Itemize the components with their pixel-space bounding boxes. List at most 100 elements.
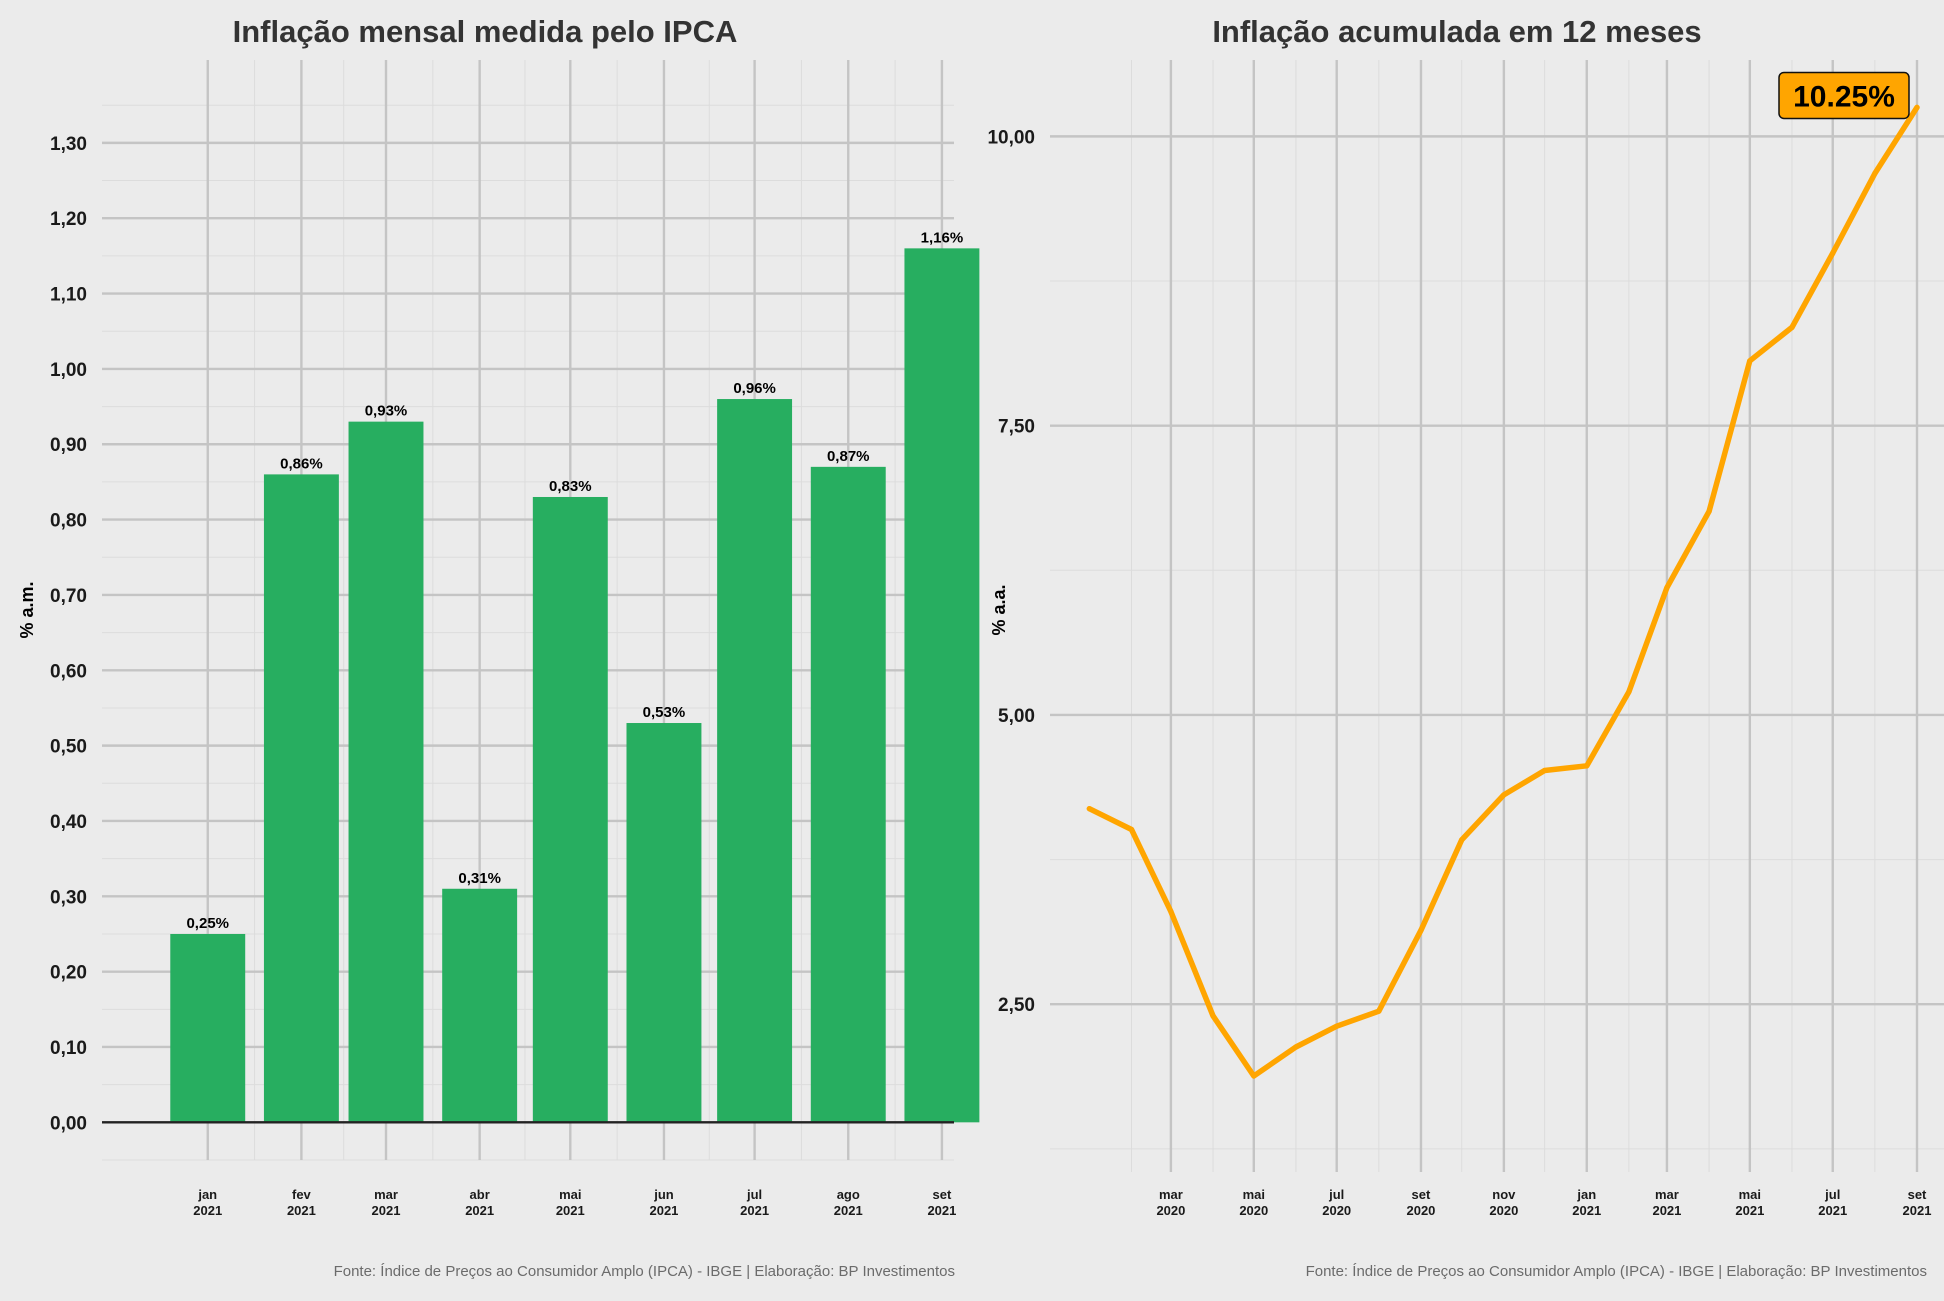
x-tick-label-month: jan — [197, 1187, 217, 1202]
bar-data-label: 0,53% — [643, 704, 686, 721]
y-tick-label: 7,50 — [998, 417, 1035, 438]
x-tick-label-year: 2021 — [465, 1203, 494, 1218]
bar — [348, 421, 424, 1123]
y-tick-label: 1,20 — [50, 209, 87, 230]
x-tick-label-month: jul — [1824, 1187, 1840, 1202]
bar-data-label: 0,96% — [733, 380, 776, 397]
line-point — [1501, 792, 1507, 798]
bar — [442, 888, 518, 1123]
x-tick-label-month: jun — [653, 1187, 674, 1202]
line-point — [1747, 358, 1753, 364]
line-point — [1830, 250, 1836, 256]
x-tick-label-month: jul — [746, 1187, 762, 1202]
x-tick-label-month: mai — [559, 1187, 581, 1202]
line-point — [1418, 927, 1424, 933]
line-point — [1128, 826, 1135, 833]
x-tick-label-year: 2021 — [1652, 1203, 1681, 1218]
bar-data-label: 0,87% — [827, 448, 870, 465]
bar — [532, 496, 608, 1123]
y-tick-label: 0,70 — [50, 586, 87, 607]
line-point — [1210, 1013, 1216, 1019]
y-tick-label: 1,10 — [50, 285, 87, 306]
x-tick-label-year: 2021 — [834, 1203, 863, 1218]
y-tick-label: 0,80 — [50, 511, 87, 532]
y-axis-title: % a.m. — [17, 581, 37, 638]
x-tick-label-year: 2021 — [193, 1203, 222, 1218]
line-point — [1626, 689, 1632, 695]
y-tick-label: 0,90 — [50, 435, 87, 456]
y-tick-label: 0,40 — [50, 812, 87, 833]
x-tick-label-year: 2020 — [1406, 1203, 1435, 1218]
x-tick-label-year: 2021 — [1572, 1203, 1601, 1218]
bar-data-label: 0,31% — [458, 870, 501, 887]
line-point — [1376, 1008, 1382, 1014]
x-tick-label-month: ago — [837, 1187, 860, 1202]
x-tick-label-month: set — [933, 1187, 952, 1202]
x-tick-label-year: 2021 — [287, 1203, 316, 1218]
line-point — [1168, 909, 1174, 915]
line-point — [1664, 585, 1670, 591]
y-tick-label: 10,00 — [987, 127, 1035, 148]
monthly-chart: Inflação mensal medida pelo IPCA 0,00 0,10… — [17, 14, 980, 1280]
bar — [263, 474, 339, 1123]
line-point — [1459, 837, 1465, 843]
line-point — [1086, 806, 1092, 812]
x-tick-label-year: 2021 — [927, 1203, 956, 1218]
x-tick-label-month: mar — [1655, 1187, 1679, 1202]
bar-data-label: 0,83% — [549, 478, 592, 495]
x-tick-label-year: 2020 — [1322, 1203, 1351, 1218]
x-tick-label-month: mai — [1739, 1187, 1761, 1202]
x-tick-label-month: jan — [1576, 1187, 1596, 1202]
x-tick-label-month: fev — [292, 1187, 312, 1202]
caption: Fonte: Índice de Preços ao Consumidor Am… — [334, 1263, 955, 1280]
x-tick-label-month: nov — [1492, 1187, 1516, 1202]
line-point — [1872, 170, 1878, 176]
bar — [810, 466, 886, 1123]
y-tick-label: 0,60 — [50, 661, 87, 682]
accumulated-chart: Inflação acumulada em 12 mesesmar2020mai… — [987, 14, 1944, 1280]
bar-data-label: 0,93% — [365, 403, 408, 420]
chart-title: Inflação mensal medida pelo IPCA — [233, 14, 738, 49]
line-point — [1334, 1023, 1340, 1029]
chart-title: Inflação acumulada em 12 meses — [1212, 14, 1701, 49]
line-point — [1293, 1044, 1299, 1050]
line-point — [1914, 104, 1920, 111]
y-tick-label: 0,00 — [50, 1113, 87, 1134]
annotation-box — [1778, 71, 1910, 120]
line-point — [1706, 508, 1712, 514]
y-tick-label: 1,30 — [50, 134, 87, 155]
x-tick-label-month: mar — [374, 1187, 398, 1202]
y-tick-label: 0,30 — [50, 887, 87, 908]
x-tick-label-year: 2021 — [649, 1203, 678, 1218]
x-tick-label-year: 2021 — [1735, 1203, 1764, 1218]
x-tick-label-month: mai — [1243, 1187, 1265, 1202]
bar-data-label: 1,16% — [921, 229, 964, 246]
bar — [626, 723, 702, 1123]
y-tick-label: 2,50 — [998, 995, 1035, 1016]
line-point — [1584, 763, 1590, 769]
bar-data-label: 0,25% — [186, 915, 229, 932]
x-tick-label-year: 2020 — [1239, 1203, 1268, 1218]
y-tick-label: 0,50 — [50, 737, 87, 758]
x-tick-label-year: 2020 — [1156, 1203, 1185, 1218]
bar — [717, 399, 793, 1123]
y-tick-label: 0,10 — [50, 1038, 87, 1059]
y-tick-label: 0,20 — [50, 963, 87, 984]
x-tick-label-month: mar — [1159, 1187, 1183, 1202]
y-tick-label: 5,00 — [998, 706, 1035, 727]
bar-data-label: 0,86% — [280, 455, 323, 472]
annotation-label: 10.25% — [1793, 80, 1895, 113]
x-tick-label-year: 2021 — [1903, 1203, 1932, 1218]
line-point — [1789, 324, 1795, 330]
caption: Fonte: Índice de Preços ao Consumidor Am… — [1306, 1263, 1927, 1280]
x-tick-label-year: 2021 — [740, 1203, 769, 1218]
x-tick-label-month: set — [1908, 1187, 1927, 1202]
y-axis-title: % a.a. — [989, 584, 1009, 635]
x-tick-label-month: set — [1412, 1187, 1431, 1202]
line-point — [1251, 1073, 1257, 1079]
x-tick-label-year: 2021 — [1818, 1203, 1847, 1218]
bar — [904, 248, 980, 1123]
x-tick-label-month: jul — [1328, 1187, 1344, 1202]
